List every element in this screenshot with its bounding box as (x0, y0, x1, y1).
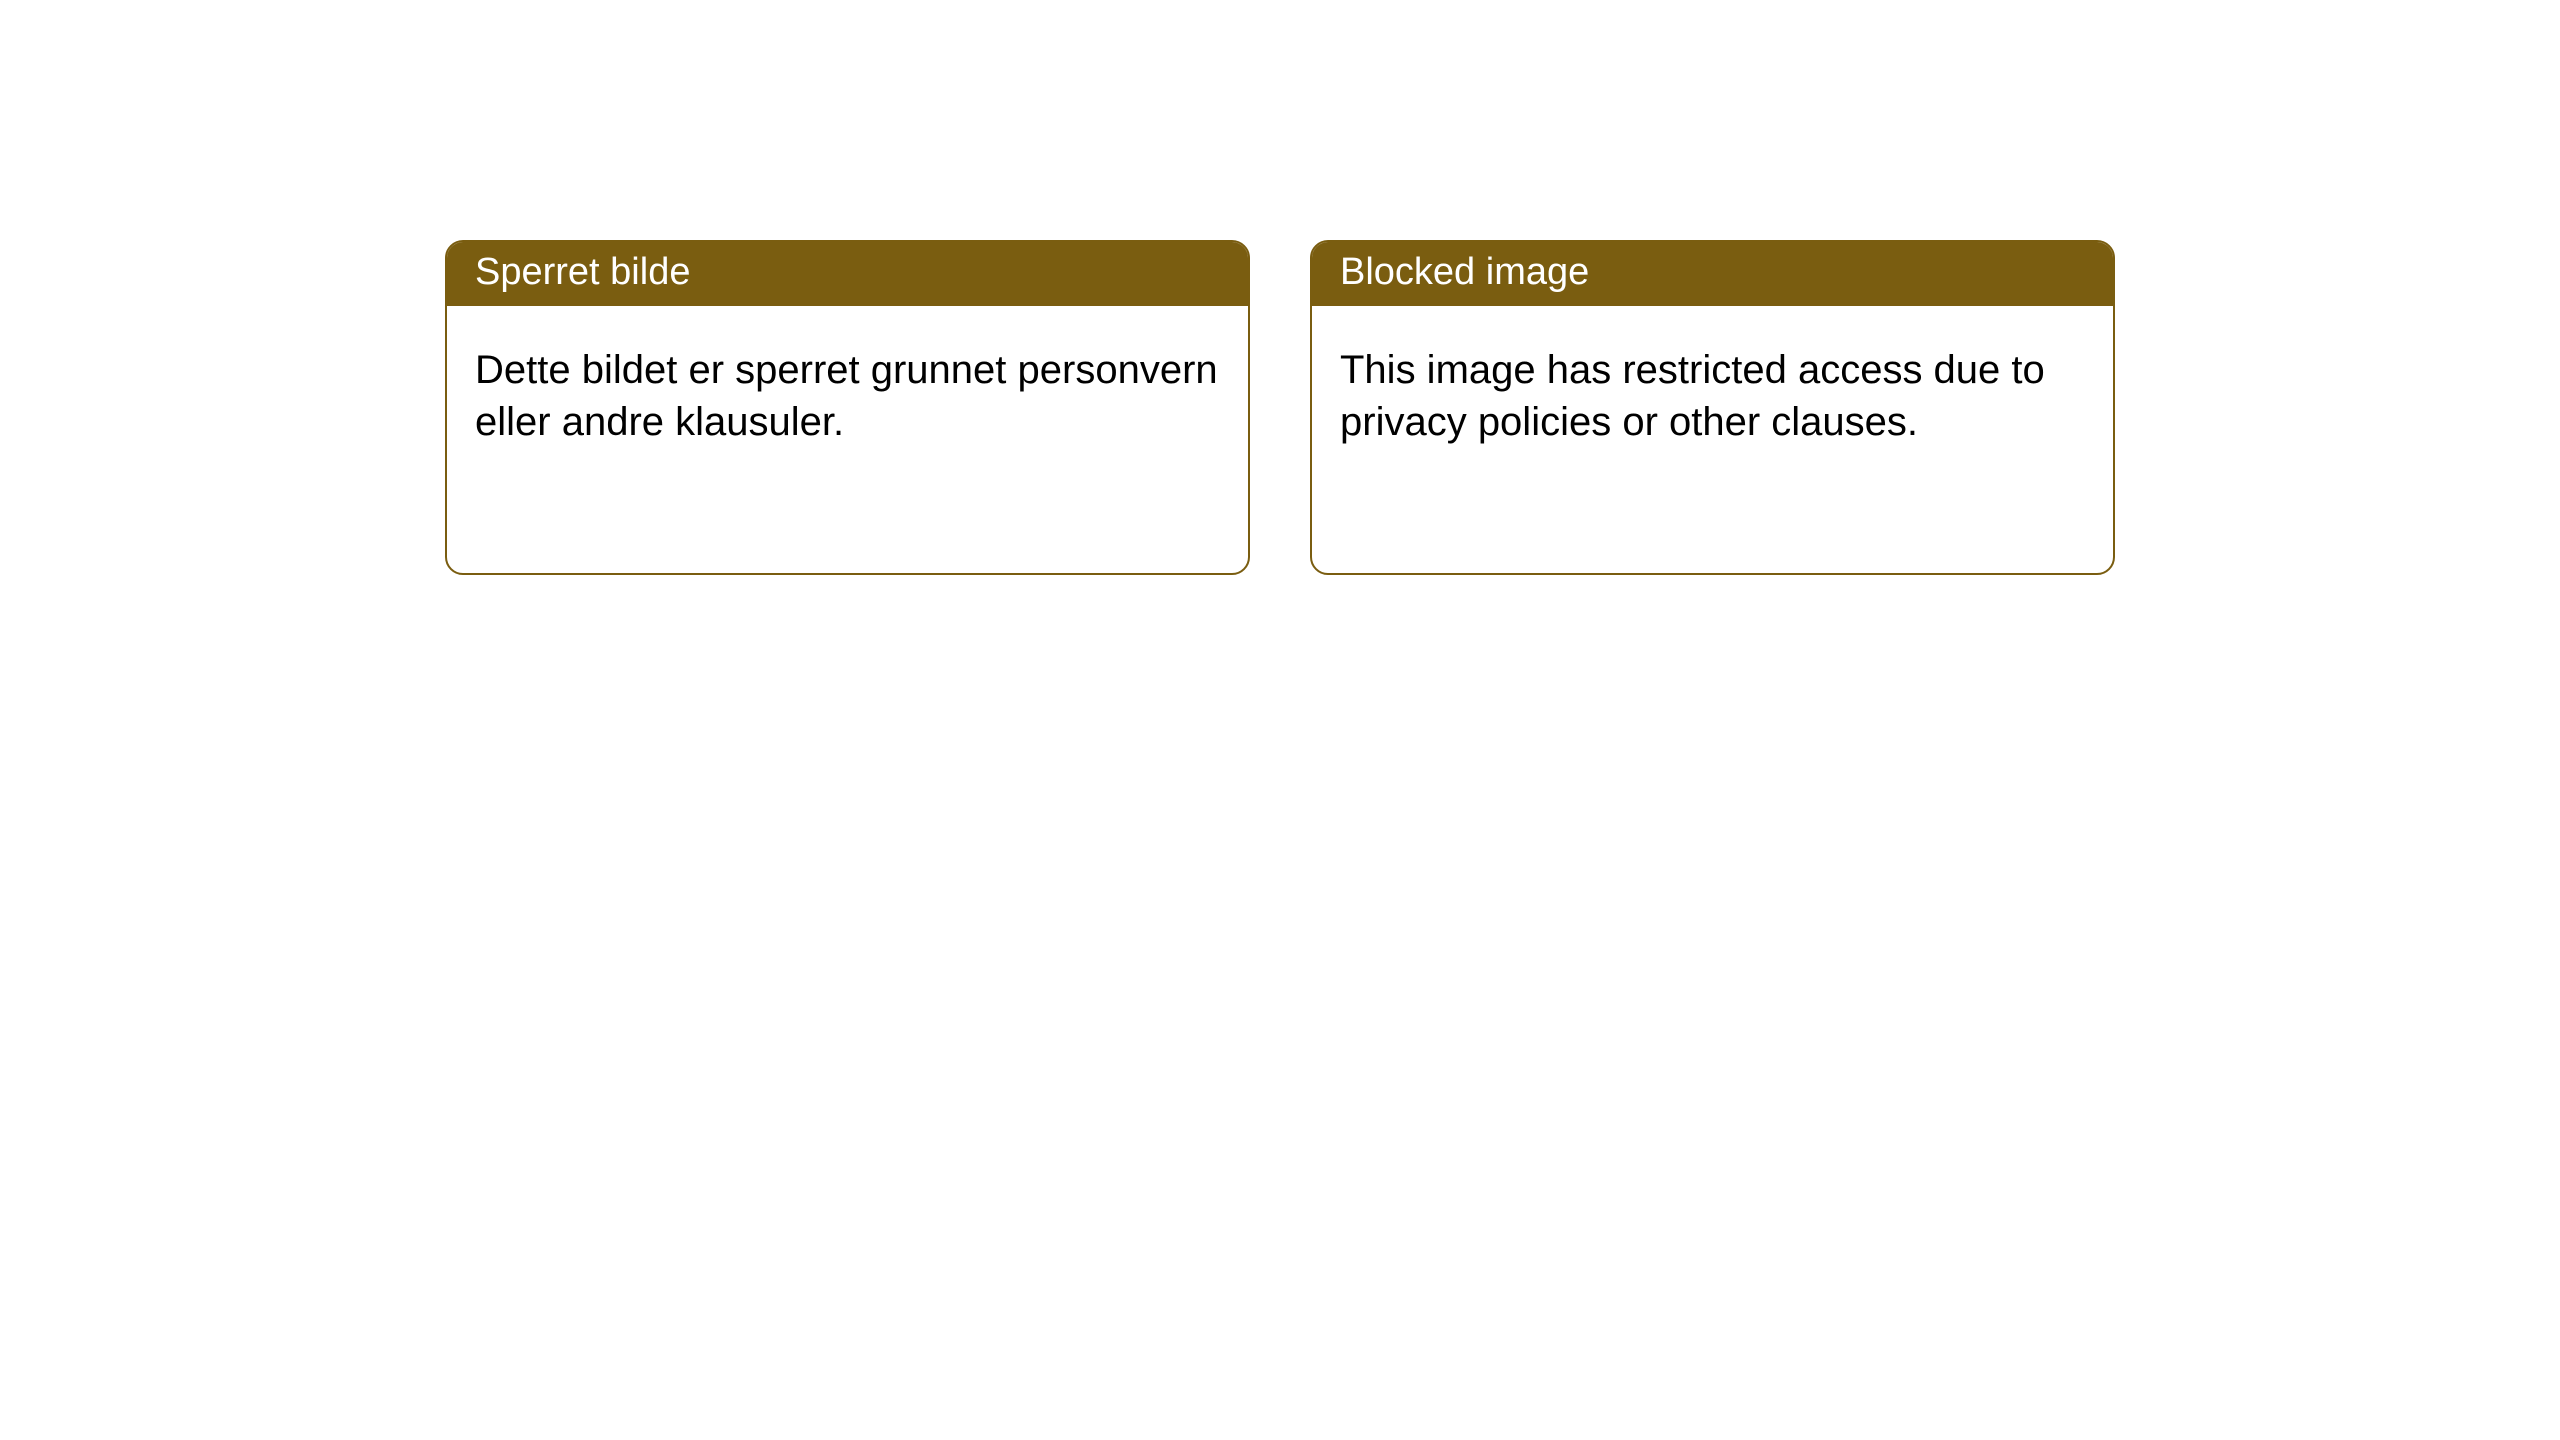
notice-container: Sperret bilde Dette bildet er sperret gr… (0, 0, 2560, 575)
notice-card-english: Blocked image This image has restricted … (1310, 240, 2115, 575)
card-header: Blocked image (1312, 242, 2113, 306)
notice-card-norwegian: Sperret bilde Dette bildet er sperret gr… (445, 240, 1250, 575)
card-body: This image has restricted access due to … (1312, 306, 2113, 476)
card-title: Sperret bilde (475, 251, 690, 293)
card-body: Dette bildet er sperret grunnet personve… (447, 306, 1248, 476)
card-header: Sperret bilde (447, 242, 1248, 306)
card-message: This image has restricted access due to … (1340, 348, 2045, 444)
card-title: Blocked image (1340, 251, 1589, 293)
card-message: Dette bildet er sperret grunnet personve… (475, 348, 1218, 444)
